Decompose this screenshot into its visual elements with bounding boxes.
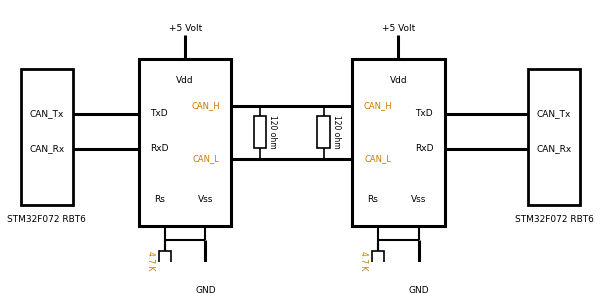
Text: Vdd: Vdd [176, 76, 194, 85]
Bar [352, 59, 444, 226]
Bar [317, 116, 330, 148]
Text: RxD: RxD [415, 144, 433, 154]
Text: CAN_Rx: CAN_Rx [536, 144, 572, 154]
Text: +5 Volt: +5 Volt [382, 24, 415, 33]
Text: Vdd: Vdd [389, 76, 407, 85]
Text: 120 ohm: 120 ohm [332, 115, 341, 149]
Text: CAN_Tx: CAN_Tx [29, 109, 64, 118]
Bar [158, 251, 171, 271]
Text: CAN_H: CAN_H [364, 101, 393, 110]
Bar [528, 69, 580, 205]
Text: +5 Volt: +5 Volt [169, 24, 202, 33]
Text: CAN_L: CAN_L [192, 154, 219, 163]
Text: GND: GND [195, 286, 216, 293]
Bar [139, 59, 231, 226]
Text: GND: GND [408, 286, 429, 293]
Text: CAN_H: CAN_H [191, 101, 220, 110]
Text: 4.7 K: 4.7 K [146, 251, 155, 271]
Text: Rs: Rs [154, 195, 165, 204]
Text: STM32F072 RBT6: STM32F072 RBT6 [515, 215, 594, 224]
Text: CAN_L: CAN_L [365, 154, 391, 163]
Text: 120 ohm: 120 ohm [268, 115, 277, 149]
Text: STM32F072 RBT6: STM32F072 RBT6 [7, 215, 86, 224]
Text: Vss: Vss [411, 195, 426, 204]
Text: CAN_Tx: CAN_Tx [537, 109, 571, 118]
Text: TxD: TxD [415, 109, 433, 118]
Bar [372, 251, 385, 271]
Text: Vss: Vss [198, 195, 213, 204]
Bar [254, 116, 267, 148]
Text: CAN_Rx: CAN_Rx [29, 144, 64, 154]
Text: Rs: Rs [367, 195, 378, 204]
Text: 4.7 K: 4.7 K [359, 251, 368, 271]
Text: RxD: RxD [150, 144, 169, 154]
Text: TxD: TxD [150, 109, 168, 118]
Bar [21, 69, 73, 205]
